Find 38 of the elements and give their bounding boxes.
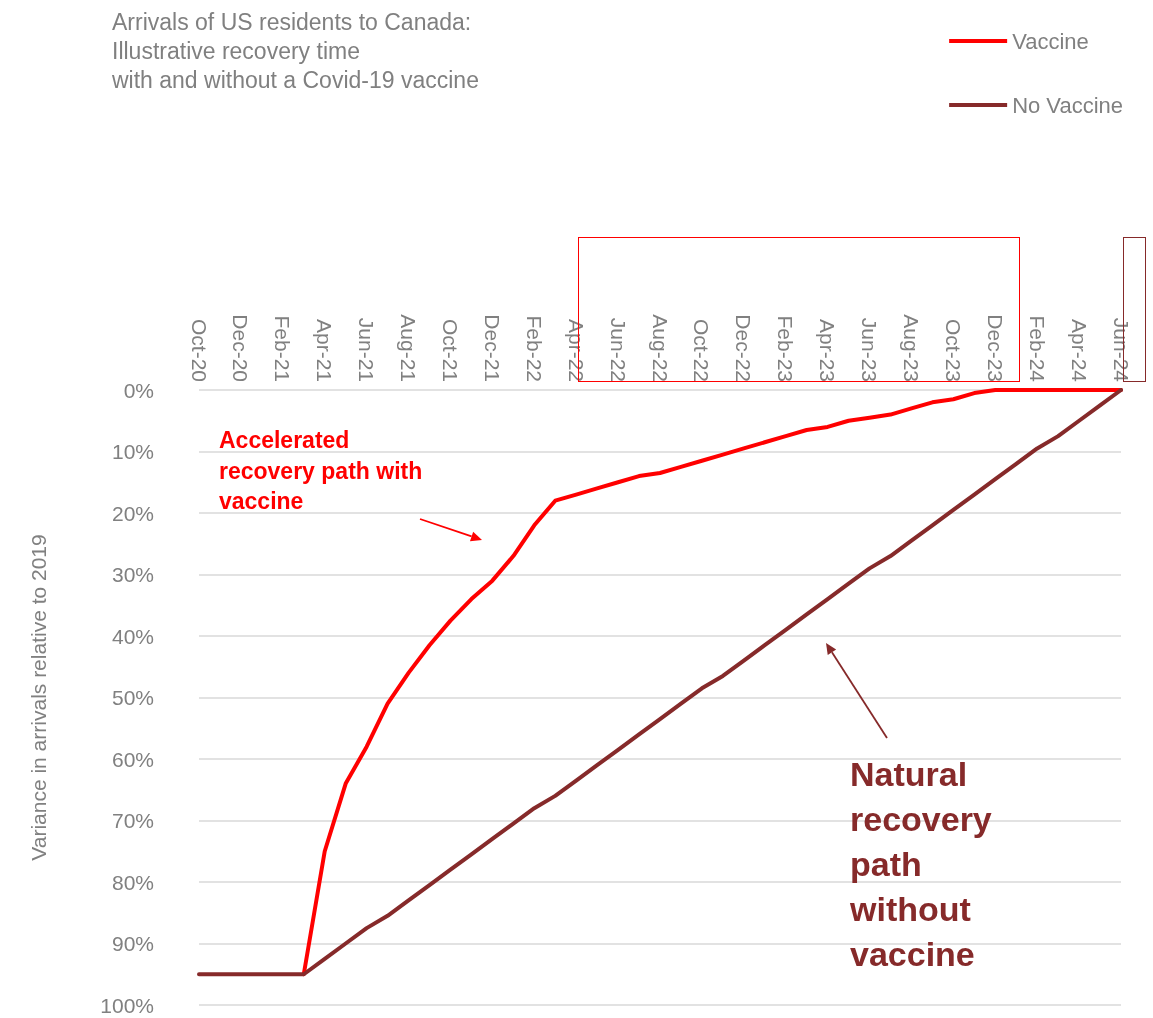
legend-label: No Vaccine [1012, 92, 1123, 118]
x-tick-label: Jun-22 [606, 317, 630, 382]
x-tick-label: Feb-23 [774, 315, 798, 382]
x-tick-label: Oct-20 [187, 318, 211, 382]
x-tick-label: Aug-23 [899, 314, 923, 382]
y-tick-label: 60% [111, 747, 154, 771]
x-tick-label: Dec-20 [229, 314, 253, 382]
x-tick-label: Dec-23 [983, 314, 1007, 382]
x-tick-label: Jun-21 [355, 317, 379, 382]
x-tick-label: Oct-23 [941, 318, 965, 382]
y-tick-label: 80% [111, 870, 154, 894]
y-tick-label: 40% [111, 624, 154, 648]
y-tick-label: 30% [111, 563, 154, 586]
y-tick-label: 50% [111, 686, 154, 709]
y-tick-label: 90% [111, 932, 154, 955]
legend-label: Vaccine [1012, 28, 1089, 54]
x-tick-label: Apr-21 [313, 318, 337, 382]
annotation: Accelerated recovery path with vaccine [219, 427, 423, 514]
x-tick-label: Apr-24 [1067, 318, 1091, 383]
y-tick-label: 20% [111, 501, 154, 525]
x-tick-label: Jun-23 [858, 317, 882, 382]
y-tick-label: 0% [123, 378, 154, 402]
chart-title: Arrivals of US residents to Canada: Illustrative recovery time with and without a Covid-19 vaccine [111, 8, 479, 93]
x-tick-label: Feb-22 [522, 315, 546, 382]
y-axis-title: Variance in arrivals relative to 2019 [27, 534, 50, 861]
x-tick-label: Apr-23 [816, 318, 840, 382]
x-tick-label: Feb-24 [1025, 315, 1049, 383]
y-tick-label: 100% [100, 993, 154, 1017]
x-tick-label: Oct-22 [690, 318, 714, 382]
x-tick-label: Dec-22 [732, 314, 756, 382]
x-tick-label: Aug-22 [648, 314, 672, 382]
annotation: Natural recovery path without vaccine [849, 755, 992, 973]
x-tick-label: Feb-21 [271, 315, 295, 382]
y-tick-label: 10% [111, 440, 154, 463]
y-tick-label: 70% [111, 809, 154, 832]
x-tick-label: Oct-21 [438, 318, 462, 382]
x-tick-label: Dec-21 [480, 314, 504, 382]
x-tick-label: Aug-21 [397, 314, 421, 382]
